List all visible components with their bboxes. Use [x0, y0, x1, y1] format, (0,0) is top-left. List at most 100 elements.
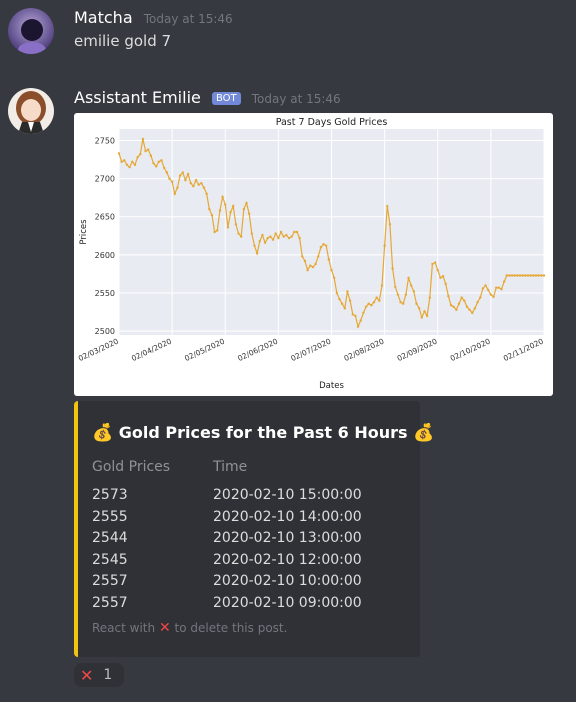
price-point: [136, 156, 139, 159]
time-cell: 2020-02-10 09:00:00: [213, 594, 362, 611]
price-point: [165, 171, 169, 174]
price-point: [362, 311, 365, 315]
price-cell: 2555: [92, 508, 128, 525]
bot-tag-badge: BOT: [211, 92, 241, 105]
price-point: [441, 275, 445, 278]
price-point: [176, 186, 179, 189]
price-point: [476, 300, 479, 304]
price-cell: 2545: [92, 551, 128, 568]
x-axis-label: Dates: [319, 381, 344, 391]
avatar-matcha[interactable]: [8, 8, 54, 54]
gold-price-chart[interactable]: 2500 2550 2600 2650 2700 2750 02/03/2020 02/04/…: [74, 113, 553, 396]
price-point: [261, 233, 264, 237]
price-point: [239, 235, 243, 238]
price-point: [471, 311, 474, 315]
price-point: [508, 274, 511, 277]
price-point: [529, 274, 532, 277]
price-point: [455, 308, 458, 312]
price-point: [224, 203, 227, 206]
price-point: [439, 276, 442, 279]
price-point: [415, 302, 418, 305]
price-point: [306, 268, 309, 272]
price-point: [221, 195, 224, 199]
time-cell: 2020-02-10 10:00:00: [213, 573, 362, 589]
price-cell: 2557: [92, 573, 128, 589]
price-point: [277, 236, 280, 240]
price-point: [404, 293, 408, 296]
price-point: [192, 185, 195, 188]
price-point: [436, 268, 439, 272]
price-point: [534, 274, 538, 277]
price-point: [494, 286, 498, 289]
price-point: [388, 223, 392, 226]
time-cell: 2020-02-10 15:00:00: [213, 487, 362, 503]
price-point: [542, 274, 546, 277]
y-tick-label: 2700: [95, 175, 115, 184]
price-point: [197, 183, 200, 186]
time-cell: 2020-02-10 13:00:00: [213, 530, 362, 546]
price-point: [309, 264, 312, 267]
price-point: [425, 314, 429, 318]
price-point: [420, 316, 424, 319]
timestamp: Today at 15:46: [143, 12, 233, 26]
price-point: [452, 305, 455, 308]
username[interactable]: Assistant Emilie: [74, 88, 201, 107]
price-point: [274, 232, 277, 235]
price-point: [216, 229, 219, 232]
price-point: [263, 241, 267, 244]
money-bag-icon: 💰: [92, 423, 114, 443]
x-tick-label: 02/11/2020: [502, 337, 545, 364]
price-point: [208, 207, 211, 211]
price-point: [378, 299, 381, 302]
price-point: [229, 210, 232, 214]
price-point: [340, 302, 344, 305]
price-point: [537, 274, 540, 277]
price-point: [247, 212, 251, 215]
reaction-button[interactable]: ✕ 1: [74, 663, 124, 687]
timestamp: Today at 15:46: [251, 92, 341, 106]
price-point: [319, 246, 323, 249]
price-point: [194, 178, 198, 182]
avatar-assistant-emilie[interactable]: [8, 88, 54, 134]
x-tick-label: 02/03/2020: [77, 337, 120, 364]
price-point: [181, 171, 184, 174]
price-point: [125, 163, 129, 167]
price-point: [335, 291, 339, 295]
price-point: [465, 305, 469, 308]
price-point: [487, 288, 490, 292]
price-point: [332, 276, 336, 279]
price-point: [295, 230, 299, 234]
price-point: [157, 160, 161, 164]
price-point: [317, 255, 320, 258]
username[interactable]: Matcha: [74, 8, 133, 27]
price-point: [178, 174, 182, 177]
price-point: [460, 296, 463, 299]
price-point: [266, 236, 269, 240]
price-cell: 2544: [92, 530, 128, 546]
price-point: [128, 165, 131, 169]
y-axis-label: Prices: [79, 219, 89, 245]
price-point: [162, 166, 166, 170]
price-point: [370, 304, 373, 307]
price-point: [516, 274, 519, 277]
message-content: emilie gold 7: [74, 32, 172, 50]
price-point: [444, 282, 447, 286]
price-point: [282, 235, 285, 238]
price-point: [417, 307, 421, 310]
price-point: [359, 319, 362, 322]
price-point: [170, 180, 174, 183]
price-cell: 2557: [92, 594, 128, 611]
price-point: [497, 286, 501, 289]
message-header: Matcha Today at 15:46: [74, 8, 233, 27]
price-point: [152, 162, 155, 165]
embed-title: 💰 Gold Prices for the Past 6 Hours 💰: [92, 423, 434, 443]
price-point: [205, 192, 208, 196]
price-point: [202, 186, 206, 189]
price-point: [431, 262, 434, 266]
message-assistant-emilie: Assistant Emilie BOT Today at 15:46: [0, 88, 576, 134]
price-point: [500, 288, 503, 291]
price-point: [189, 181, 192, 185]
footer-suffix: to delete this post.: [174, 621, 288, 635]
price-point: [407, 276, 410, 279]
price-point: [117, 152, 121, 155]
